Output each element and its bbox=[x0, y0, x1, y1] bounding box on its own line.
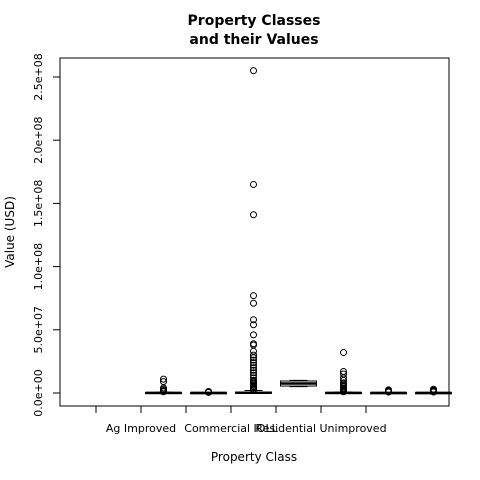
box-group bbox=[281, 380, 317, 386]
y-tick-label: 1.5e+08 bbox=[32, 180, 45, 227]
y-axis: 0.0e+00 5.0e+07 1.0e+08 1.5e+08 2.0e+08 2.5e+… bbox=[32, 53, 60, 416]
x-tick-label: Ag Improved bbox=[106, 422, 176, 435]
outlier-point bbox=[251, 181, 257, 187]
y-tick-label: 0.0e+00 bbox=[32, 369, 45, 416]
y-tick-label: 2.5e+08 bbox=[32, 53, 45, 100]
x-axis-label: Property Class bbox=[211, 450, 297, 464]
outlier-point bbox=[341, 350, 347, 356]
box-group bbox=[146, 376, 182, 395]
y-tick-label: 1.0e+08 bbox=[32, 243, 45, 290]
x-tick-label: Residential Unimproved bbox=[255, 422, 386, 435]
box-group bbox=[326, 350, 362, 395]
y-axis-label: Value (USD) bbox=[3, 196, 17, 268]
box-group bbox=[416, 386, 452, 395]
box-group bbox=[236, 68, 272, 393]
outlier-point bbox=[251, 300, 257, 306]
y-tick-label: 5.0e+07 bbox=[32, 306, 45, 353]
outlier-point bbox=[251, 332, 257, 338]
box-group bbox=[371, 387, 407, 395]
chart-title-line-2: and their Values bbox=[189, 32, 318, 48]
outlier-point bbox=[251, 212, 257, 218]
box-group bbox=[191, 388, 227, 395]
y-tick-label: 2.0e+08 bbox=[32, 116, 45, 163]
outlier-point bbox=[251, 293, 257, 299]
boxes-layer bbox=[146, 68, 452, 396]
chart-title-line-1: Property Classes bbox=[188, 13, 321, 29]
outlier-point bbox=[251, 68, 257, 74]
